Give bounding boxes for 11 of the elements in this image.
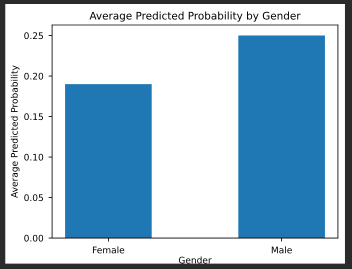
x-tick-label: Male <box>272 246 292 254</box>
y-tick-label: 0.15 <box>24 113 43 120</box>
y-tick-label: 0.25 <box>24 32 43 40</box>
y-axis-title: Average Predicted Probability <box>10 65 20 198</box>
y-tick-label: 0.20 <box>24 72 44 80</box>
chart-title: Average Predicted Probability by Gender <box>90 12 301 22</box>
x-tick-label: Female <box>92 246 124 254</box>
x-axis-title: Gender <box>178 256 212 264</box>
y-tick-label: 0.10 <box>24 154 44 161</box>
y-tick-label: 0.05 <box>24 194 43 202</box>
y-tick-label: 0.00 <box>24 234 44 242</box>
